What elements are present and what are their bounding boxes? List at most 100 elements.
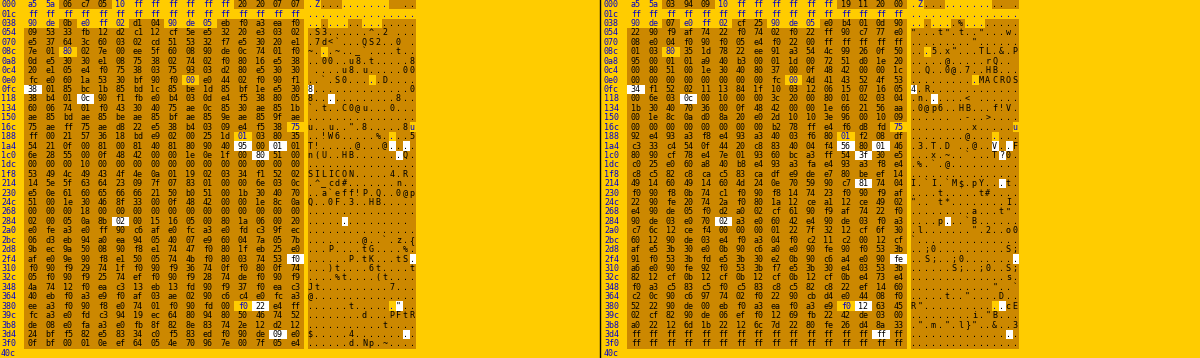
Text: .: .: [376, 0, 380, 9]
Text: .: .: [409, 283, 414, 292]
Bar: [383, 320, 389, 330]
Bar: [396, 217, 403, 226]
Text: 00: 00: [666, 76, 676, 84]
Bar: [750, 94, 767, 103]
Text: cb: cb: [806, 292, 816, 301]
Bar: [978, 76, 985, 85]
Bar: [872, 57, 889, 66]
Bar: [403, 47, 409, 57]
Bar: [348, 103, 355, 113]
Text: .: .: [911, 113, 916, 122]
Text: 93: 93: [736, 132, 746, 141]
Text: f4: f4: [701, 226, 710, 235]
Text: 80: 80: [256, 264, 265, 273]
Bar: [269, 122, 287, 132]
Text: f5: f5: [168, 330, 178, 339]
Text: ff: ff: [754, 339, 763, 348]
Text: be: be: [115, 113, 125, 122]
Bar: [383, 236, 389, 245]
Text: .: .: [409, 245, 414, 254]
Bar: [164, 236, 181, 245]
Bar: [767, 57, 785, 66]
Bar: [785, 94, 802, 103]
Bar: [342, 320, 348, 330]
Text: .: .: [376, 320, 380, 329]
Bar: [978, 264, 985, 273]
Text: f0: f0: [719, 264, 728, 273]
Bar: [911, 38, 917, 47]
Text: e0: e0: [701, 245, 710, 254]
Text: 2a0: 2a0: [1, 226, 16, 235]
Bar: [662, 19, 679, 28]
Text: .: .: [328, 255, 332, 263]
Bar: [785, 179, 802, 188]
Bar: [368, 141, 376, 151]
Text: 03: 03: [876, 95, 886, 103]
Text: P: P: [348, 255, 353, 263]
Bar: [820, 339, 838, 349]
Bar: [94, 28, 112, 38]
Bar: [112, 188, 130, 198]
Text: .: .: [998, 57, 1004, 66]
Bar: [838, 255, 854, 264]
Bar: [714, 132, 732, 141]
Text: .: .: [972, 302, 977, 311]
Bar: [750, 245, 767, 255]
Text: .: .: [937, 95, 943, 103]
Bar: [24, 273, 42, 282]
Text: .: .: [998, 236, 1004, 245]
Text: d: d: [335, 179, 340, 188]
Text: .: .: [972, 170, 977, 179]
Text: t: t: [314, 283, 319, 292]
Text: t: t: [409, 264, 414, 273]
Text: .: .: [307, 208, 312, 217]
Text: 310: 310: [604, 264, 619, 273]
Bar: [389, 94, 396, 103]
Bar: [234, 160, 252, 170]
Bar: [403, 122, 409, 132]
Text: 80: 80: [823, 132, 833, 141]
Bar: [679, 151, 697, 160]
Text: .: .: [383, 292, 388, 301]
Bar: [1013, 57, 1019, 66]
Text: 85: 85: [272, 104, 283, 113]
Text: 69: 69: [788, 311, 798, 320]
Text: .: .: [958, 330, 964, 339]
Bar: [1006, 264, 1013, 273]
Bar: [328, 292, 335, 301]
Text: 22: 22: [823, 311, 833, 320]
Bar: [958, 113, 965, 122]
Text: f0: f0: [736, 236, 746, 245]
Text: 53: 53: [272, 255, 283, 263]
Text: S: S: [952, 264, 956, 273]
Text: .: .: [924, 236, 929, 245]
Bar: [958, 292, 965, 301]
Bar: [130, 76, 146, 85]
Text: .: .: [998, 189, 1004, 198]
Bar: [164, 311, 181, 320]
Text: ff: ff: [115, 10, 125, 19]
Bar: [767, 76, 785, 85]
Bar: [924, 236, 931, 245]
Bar: [355, 330, 362, 339]
Text: <: <: [328, 38, 332, 47]
Bar: [917, 76, 924, 85]
Text: .: .: [342, 85, 347, 94]
Text: .: .: [911, 104, 916, 113]
Text: .: .: [383, 179, 388, 188]
Bar: [342, 292, 348, 301]
Bar: [965, 264, 972, 273]
Bar: [362, 301, 368, 311]
Text: 02: 02: [203, 57, 212, 66]
Bar: [252, 264, 269, 273]
Bar: [820, 141, 838, 151]
Bar: [181, 113, 199, 122]
Bar: [383, 47, 389, 57]
Text: 0e: 0e: [770, 179, 781, 188]
Text: a3: a3: [46, 311, 55, 320]
Bar: [234, 207, 252, 217]
Bar: [985, 47, 992, 57]
Text: .: .: [985, 160, 990, 169]
Bar: [911, 198, 917, 207]
Bar: [662, 76, 679, 85]
